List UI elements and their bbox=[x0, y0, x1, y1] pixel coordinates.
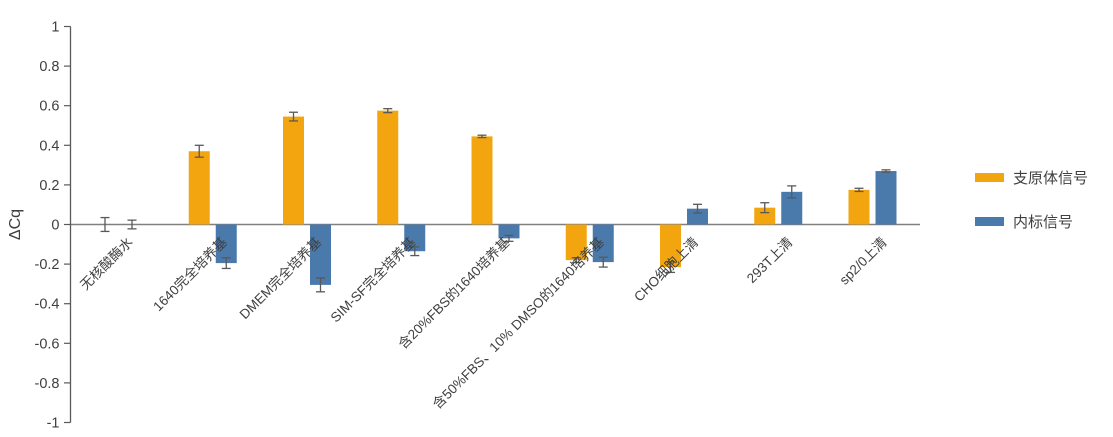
x-category-label-1: 1640完全培养基 bbox=[150, 233, 231, 314]
bar-mycoplasma-5 bbox=[565, 224, 587, 261]
bar-internal-2 bbox=[310, 224, 331, 285]
bar-internal-7 bbox=[781, 191, 803, 225]
bar-internal-4 bbox=[498, 224, 520, 239]
bar-internal-6 bbox=[687, 208, 708, 225]
legend-swatch-internal bbox=[975, 217, 1004, 226]
legend-item-internal-signal: 内标信号 bbox=[975, 212, 1088, 231]
legend-label-internal: 内标信号 bbox=[1013, 214, 1074, 231]
y-tick-label: 0.2 bbox=[39, 178, 59, 194]
bar-internal-1 bbox=[215, 224, 237, 264]
bar-mycoplasma-6 bbox=[660, 224, 681, 268]
x-category-label-7: 293T上清 bbox=[744, 235, 795, 286]
bar-internal-3 bbox=[404, 224, 426, 252]
bar-internal-8 bbox=[875, 171, 897, 225]
y-tick-label: -0.4 bbox=[35, 297, 60, 313]
bar-mycoplasma-7 bbox=[754, 207, 776, 225]
legend-label-mycoplasma: 支原体信号 bbox=[1013, 170, 1089, 187]
x-category-label-3: SIM-SF完全培养基 bbox=[327, 233, 419, 325]
bar-internal-5 bbox=[592, 224, 614, 263]
y-tick-label: -0.6 bbox=[35, 336, 60, 352]
y-tick-label: -0.2 bbox=[35, 257, 60, 273]
y-axis-title: ΔCq bbox=[7, 209, 24, 240]
bar-mycoplasma-4 bbox=[471, 136, 493, 225]
x-category-label-5: 含50%FBS、10% DMSO的1640培养基 bbox=[429, 233, 607, 411]
x-category-label-8: sp2/0上清 bbox=[837, 235, 890, 288]
bar-mycoplasma-8 bbox=[848, 189, 870, 225]
legend: 支原体信号 内标信号 bbox=[975, 168, 1088, 231]
bar-mycoplasma-2 bbox=[283, 116, 304, 225]
y-tick-label: -1 bbox=[47, 416, 60, 432]
y-tick-label: 0.8 bbox=[39, 59, 59, 75]
y-tick-label: -0.8 bbox=[35, 376, 60, 392]
x-category-label-0: 无核酸酶水 bbox=[77, 234, 136, 293]
y-tick-label: 0 bbox=[51, 218, 59, 234]
bar-mycoplasma-1 bbox=[188, 151, 210, 225]
legend-item-mycoplasma-signal: 支原体信号 bbox=[975, 168, 1088, 187]
bar-mycoplasma-3 bbox=[377, 110, 399, 225]
y-tick-label: 0.6 bbox=[39, 99, 59, 115]
y-tick-label: 0.4 bbox=[39, 138, 59, 154]
legend-swatch-mycoplasma bbox=[975, 173, 1004, 182]
y-tick-label: 1 bbox=[51, 20, 59, 36]
